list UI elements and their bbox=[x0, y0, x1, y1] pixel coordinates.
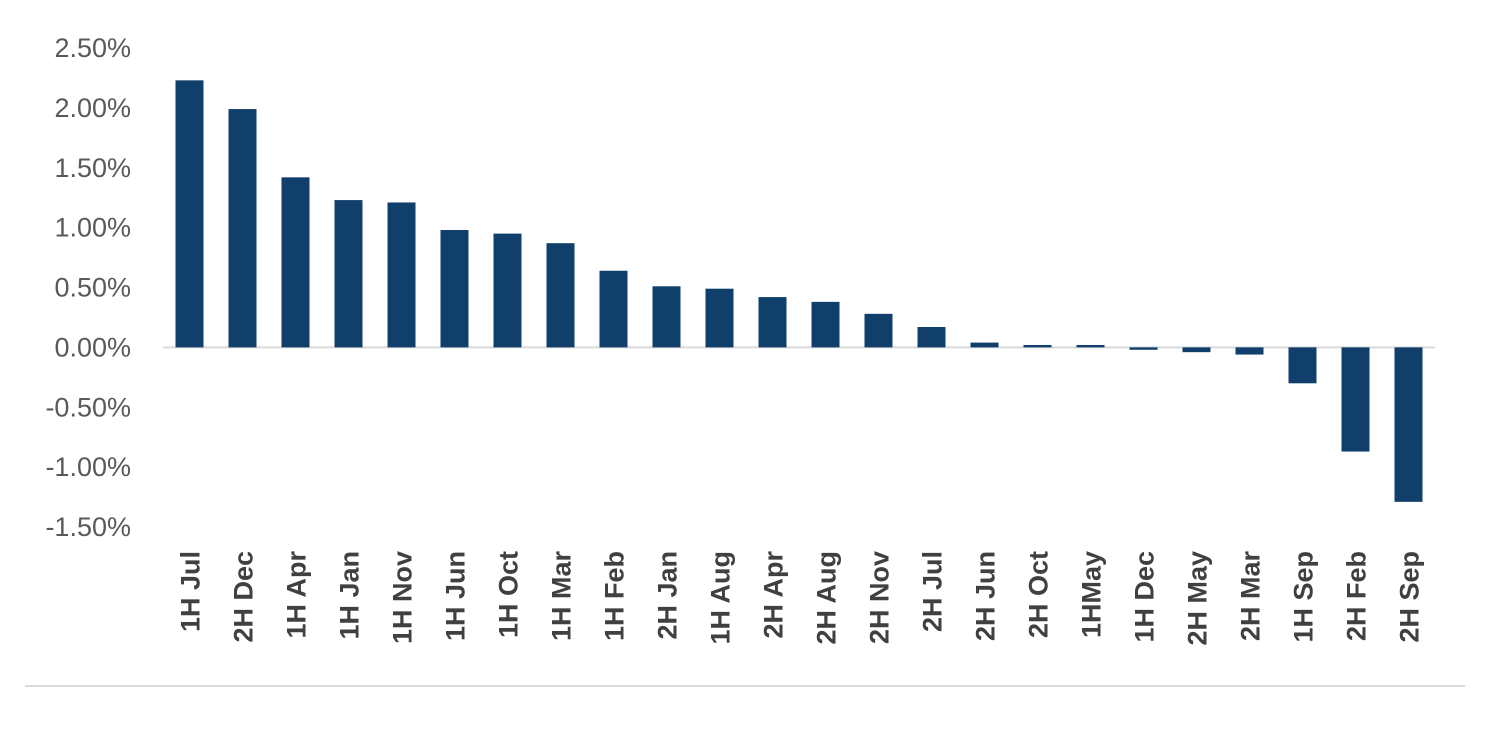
bar-2h-jan bbox=[652, 286, 681, 348]
x-tick-label: 1H Feb bbox=[600, 551, 630, 641]
x-tick-label: 1H Apr bbox=[282, 551, 312, 639]
x-axis: 1H Jul 2H Dec 1H Apr 1H Jan 1H Nov 1H Jun 1H O… bbox=[176, 551, 1425, 646]
bar-1h-apr bbox=[281, 177, 310, 348]
bar-1h-nov bbox=[387, 202, 416, 348]
bars bbox=[175, 80, 1423, 502]
bar-2h-apr bbox=[758, 297, 787, 348]
bar-1h-jun bbox=[440, 230, 469, 348]
y-tick-label: 1.50% bbox=[54, 153, 131, 183]
y-tick-label: 0.50% bbox=[54, 273, 131, 303]
bar-1h-mar bbox=[546, 243, 575, 348]
bar-2h-dec bbox=[228, 109, 257, 348]
x-tick-label: 2H Jun bbox=[971, 551, 1001, 641]
y-tick-label: -0.50% bbox=[45, 392, 131, 422]
bar-2h-mar bbox=[1235, 347, 1264, 355]
x-tick-label: 2H Jan bbox=[653, 551, 683, 640]
x-tick-label: 2H Mar bbox=[1236, 551, 1266, 642]
bar-1h-oct bbox=[493, 233, 522, 348]
y-tick-label: 2.00% bbox=[54, 93, 131, 123]
bar-2h-aug bbox=[811, 301, 840, 348]
bar-1h-sep bbox=[1288, 347, 1317, 384]
y-tick-label: 0.00% bbox=[54, 332, 131, 362]
bar-1h-feb bbox=[599, 270, 628, 348]
y-axis: 2.50% 2.00% 1.50% 1.00% 0.50% 0.00% -0.50% -1.0… bbox=[45, 33, 131, 542]
bar-1hmay bbox=[1076, 344, 1105, 348]
bar-1h-jan bbox=[334, 200, 363, 348]
x-tick-label: 2H Nov bbox=[865, 551, 895, 644]
x-tick-label: 1H Nov bbox=[388, 551, 418, 644]
x-tick-label: 2H May bbox=[1183, 551, 1213, 646]
x-tick-label: 1H Mar bbox=[547, 551, 577, 642]
x-tick-label: 1HMay bbox=[1077, 551, 1107, 638]
x-tick-label: 1H Dec bbox=[1130, 551, 1160, 643]
x-tick-label: 1H Sep bbox=[1289, 551, 1319, 643]
bar-2h-feb bbox=[1341, 347, 1370, 452]
bar-1h-jul bbox=[175, 80, 204, 348]
bar-1h-aug bbox=[705, 288, 734, 348]
bar-2h-oct bbox=[1023, 344, 1052, 348]
bar-2h-jul bbox=[917, 327, 946, 348]
x-tick-label: 1H Aug bbox=[706, 551, 736, 645]
bar-2h-jun bbox=[970, 342, 999, 348]
y-tick-label: 1.00% bbox=[54, 213, 131, 243]
bar-2h-may bbox=[1182, 347, 1211, 353]
y-tick-label: 2.50% bbox=[54, 33, 131, 63]
x-tick-label: 2H Jul bbox=[918, 551, 948, 632]
x-tick-label: 1H Jul bbox=[176, 551, 206, 632]
bar-2h-nov bbox=[864, 313, 893, 348]
x-tick-label: 1H Jun bbox=[441, 551, 471, 641]
x-tick-label: 2H Feb bbox=[1342, 551, 1372, 641]
y-tick-label: -1.50% bbox=[45, 512, 131, 542]
x-tick-label: 1H Jan bbox=[335, 551, 365, 640]
x-tick-label: 2H Sep bbox=[1395, 551, 1425, 643]
x-tick-label: 2H Apr bbox=[759, 551, 789, 639]
x-tick-label: 2H Aug bbox=[812, 551, 842, 645]
x-tick-label: 1H Oct bbox=[494, 551, 524, 638]
bar-2h-sep bbox=[1394, 347, 1423, 502]
x-tick-label: 2H Dec bbox=[229, 551, 259, 643]
bar-1h-dec bbox=[1129, 347, 1158, 350]
y-tick-label: -1.00% bbox=[45, 452, 131, 482]
x-tick-label: 2H Oct bbox=[1024, 551, 1054, 638]
